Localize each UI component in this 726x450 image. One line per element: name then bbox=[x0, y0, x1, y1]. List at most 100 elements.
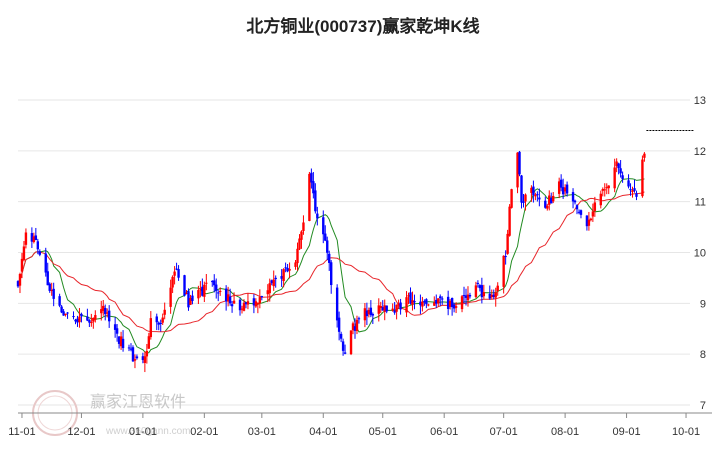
candle-body bbox=[330, 262, 333, 286]
candle bbox=[413, 294, 416, 310]
candle-body bbox=[272, 279, 275, 287]
candle bbox=[494, 287, 497, 307]
candle-body bbox=[409, 292, 412, 304]
candle bbox=[411, 291, 414, 311]
candle bbox=[104, 304, 107, 321]
candle bbox=[238, 298, 242, 316]
candle bbox=[446, 290, 450, 316]
candle-body bbox=[349, 330, 353, 355]
candle-body bbox=[488, 293, 491, 299]
candle-body bbox=[254, 301, 258, 307]
candle bbox=[256, 302, 260, 314]
candle bbox=[147, 332, 151, 349]
candle-body bbox=[147, 336, 151, 349]
candle bbox=[80, 312, 83, 323]
candle bbox=[538, 188, 541, 207]
candle bbox=[421, 296, 424, 312]
candle-body bbox=[601, 188, 604, 191]
candle-body bbox=[391, 308, 394, 311]
candle bbox=[36, 238, 40, 255]
candle bbox=[448, 299, 452, 310]
candle-body bbox=[379, 305, 382, 308]
candle bbox=[482, 284, 486, 299]
candle-body bbox=[282, 269, 285, 281]
candle-body bbox=[571, 192, 575, 202]
candle bbox=[353, 318, 357, 339]
x-tick-label: 05-01 bbox=[369, 426, 397, 438]
candle-body bbox=[115, 328, 119, 334]
candle bbox=[339, 331, 343, 343]
candle-body bbox=[252, 298, 256, 306]
candle bbox=[296, 242, 299, 271]
candle-body bbox=[454, 306, 458, 308]
candle-body bbox=[593, 202, 597, 211]
candle bbox=[145, 343, 149, 364]
candle bbox=[16, 280, 20, 288]
candle bbox=[357, 316, 361, 324]
candle bbox=[488, 285, 491, 300]
candle bbox=[121, 330, 125, 352]
candle-body bbox=[520, 175, 523, 203]
candle-body bbox=[341, 341, 345, 351]
candle bbox=[115, 324, 119, 342]
candle-body bbox=[575, 205, 579, 210]
candle bbox=[226, 286, 230, 307]
candle-body bbox=[524, 194, 527, 202]
candle-body bbox=[316, 213, 319, 219]
candle bbox=[133, 354, 137, 369]
candle bbox=[163, 302, 166, 320]
candle bbox=[341, 338, 345, 356]
candle-body bbox=[395, 304, 398, 312]
candle-body bbox=[548, 195, 551, 205]
candle-body bbox=[335, 287, 339, 321]
candle bbox=[466, 286, 470, 307]
x-tick-label: 02-01 bbox=[190, 426, 218, 438]
candle bbox=[550, 192, 553, 204]
candle-body bbox=[446, 296, 450, 309]
candle bbox=[48, 282, 51, 293]
candle bbox=[399, 298, 402, 315]
candle bbox=[66, 312, 69, 319]
candle bbox=[363, 303, 367, 328]
candle-body bbox=[559, 179, 563, 188]
candle-body bbox=[492, 294, 495, 298]
candle-body bbox=[16, 281, 20, 287]
candle-body bbox=[205, 282, 208, 284]
candle-body bbox=[312, 181, 315, 194]
candle-body bbox=[371, 314, 375, 316]
candle bbox=[157, 321, 160, 331]
candle bbox=[437, 298, 440, 307]
candle bbox=[522, 193, 525, 208]
candle-body bbox=[482, 292, 486, 297]
candle bbox=[240, 305, 244, 314]
candle-body bbox=[189, 298, 192, 305]
candle-body bbox=[211, 280, 214, 283]
candle-body bbox=[635, 193, 638, 197]
candle bbox=[302, 215, 305, 235]
candle bbox=[44, 247, 47, 277]
candle bbox=[203, 281, 206, 303]
candle bbox=[119, 331, 123, 350]
watermark-url: www.360gann.com bbox=[105, 426, 191, 437]
candle bbox=[159, 319, 162, 332]
x-tick-label: 09-01 bbox=[612, 426, 640, 438]
candle bbox=[530, 185, 533, 202]
y-tick-label: 8 bbox=[700, 349, 706, 361]
candle-body bbox=[324, 233, 327, 241]
candle-body bbox=[369, 307, 373, 316]
candle-body bbox=[32, 236, 36, 243]
candle-body bbox=[314, 190, 317, 212]
candle-body bbox=[339, 333, 343, 339]
candle-body bbox=[532, 186, 535, 196]
candle bbox=[504, 250, 507, 265]
x-tick-label: 01-01 bbox=[129, 426, 157, 438]
candle-body bbox=[351, 323, 355, 331]
candle bbox=[575, 204, 579, 215]
candle-body bbox=[522, 201, 525, 203]
candle-body bbox=[363, 308, 367, 321]
candle-body bbox=[619, 168, 622, 174]
candle bbox=[532, 180, 535, 203]
candle bbox=[314, 183, 317, 214]
x-tick-label: 03-01 bbox=[248, 426, 276, 438]
candle bbox=[385, 305, 388, 314]
